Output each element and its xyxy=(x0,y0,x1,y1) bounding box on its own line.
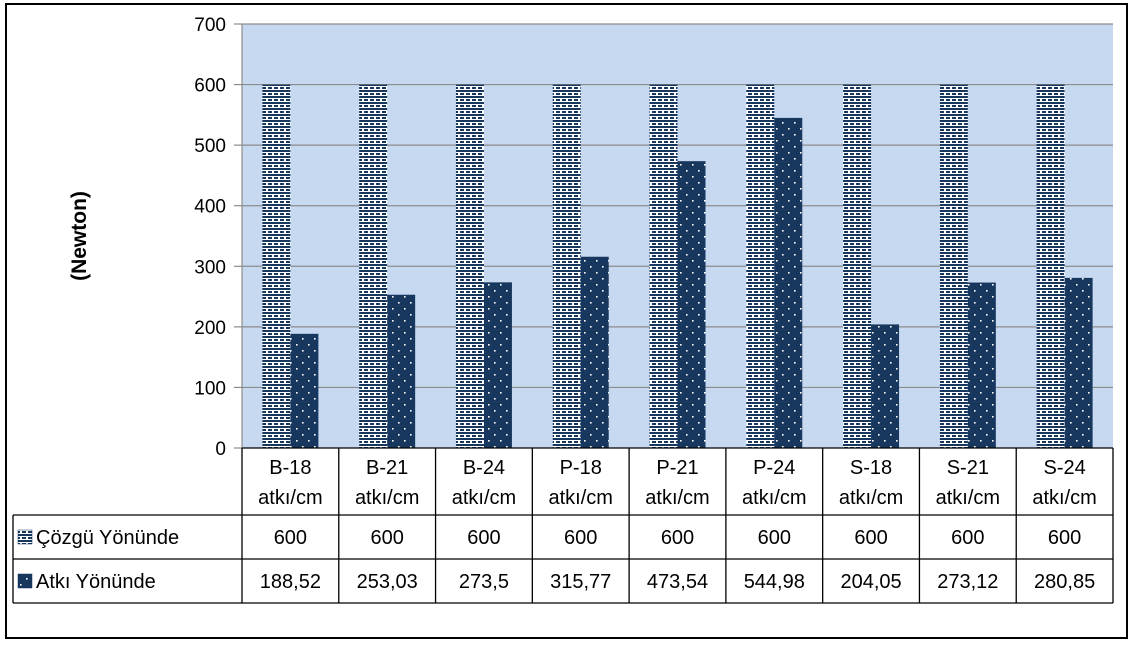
y-tick-label: 0 xyxy=(215,439,226,460)
category-label: B-18 xyxy=(269,457,311,479)
category-label: S-24 xyxy=(1043,457,1085,479)
bar-cozgu xyxy=(552,84,581,449)
category-label: S-21 xyxy=(947,457,989,479)
y-tick-label: 700 xyxy=(194,15,226,36)
category-label-sub: atkı/cm xyxy=(742,487,806,509)
bar-atki xyxy=(580,256,609,448)
data-label: 600 xyxy=(370,527,403,549)
legend-label: Atkı Yönünde xyxy=(36,571,156,593)
data-label: 600 xyxy=(854,527,887,549)
data-label: 600 xyxy=(274,527,307,549)
data-label: 188,52 xyxy=(260,571,321,593)
category-label: P-18 xyxy=(560,457,602,479)
data-label: 544,98 xyxy=(744,571,805,593)
category-label-sub: atkı/cm xyxy=(258,487,322,509)
bar-atki xyxy=(967,282,996,448)
bar-cozgu xyxy=(746,84,775,449)
category-label: P-21 xyxy=(656,457,698,479)
bar-cozgu xyxy=(843,84,872,449)
bars xyxy=(262,84,1093,449)
data-label: 273,5 xyxy=(459,571,509,593)
y-tick-label: 300 xyxy=(194,257,226,278)
bar-cozgu xyxy=(649,84,678,449)
data-table: B-18 atkı/cm B-21 atkı/cm B-24 atkı/cm P-18 atk… xyxy=(12,447,1114,604)
data-label: 600 xyxy=(951,527,984,549)
legend-label: Çözgü Yönünde xyxy=(36,527,179,549)
y-tick-label: 200 xyxy=(194,318,226,339)
data-label: 473,54 xyxy=(647,571,708,593)
data-label: 280,85 xyxy=(1034,571,1095,593)
category-label: B-24 xyxy=(463,457,505,479)
bar-atki xyxy=(387,294,416,448)
y-tick-label: 400 xyxy=(194,197,226,218)
bar-atki xyxy=(290,333,319,448)
category-label-sub: atkı/cm xyxy=(452,487,516,509)
data-label: 600 xyxy=(758,527,791,549)
data-label: 600 xyxy=(564,527,597,549)
bar-atki xyxy=(871,324,900,448)
category-label-sub: atkı/cm xyxy=(839,487,903,509)
y-tick-label: 500 xyxy=(194,136,226,157)
legend-swatch xyxy=(17,529,33,545)
category-label-sub: atkı/cm xyxy=(1032,487,1096,509)
bar-cozgu xyxy=(359,84,388,449)
bar-atki xyxy=(483,282,512,448)
category-label: B-21 xyxy=(366,457,408,479)
y-tick-label: 600 xyxy=(194,76,226,97)
data-label: 204,05 xyxy=(840,571,901,593)
category-label-sub: atkı/cm xyxy=(355,487,419,509)
bar-atki xyxy=(1064,277,1093,448)
bar-cozgu xyxy=(262,84,291,449)
data-label: 315,77 xyxy=(550,571,611,593)
category-label-sub: atkı/cm xyxy=(936,487,1000,509)
category-label: P-24 xyxy=(753,457,795,479)
y-tick-label: 100 xyxy=(194,378,226,399)
bar-cozgu xyxy=(1036,84,1065,449)
legend-swatch xyxy=(17,573,33,589)
category-label-sub: atkı/cm xyxy=(548,487,612,509)
data-label: 600 xyxy=(661,527,694,549)
y-axis-title: (Newton) xyxy=(68,191,91,281)
y-axis: 0 100 200 300 400 500 600 700 xyxy=(194,15,243,460)
data-label: 273,12 xyxy=(937,571,998,593)
bar-cozgu xyxy=(455,84,484,449)
bar-cozgu xyxy=(939,84,968,449)
data-label: 253,03 xyxy=(357,571,418,593)
data-label: 600 xyxy=(467,527,500,549)
bar-atki xyxy=(774,117,803,448)
category-label: S-18 xyxy=(850,457,892,479)
category-label-sub: atkı/cm xyxy=(645,487,709,509)
bar-atki xyxy=(677,161,706,449)
data-label: 600 xyxy=(1048,527,1081,549)
